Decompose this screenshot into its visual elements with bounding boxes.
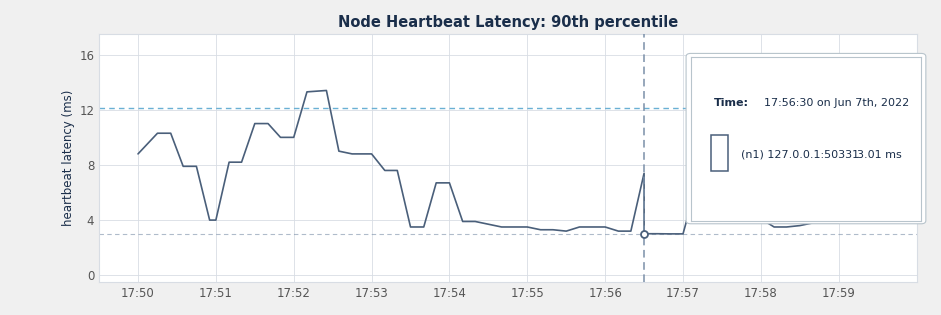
Title: Node Heartbeat Latency: 90th percentile: Node Heartbeat Latency: 90th percentile [338,15,678,30]
Text: 3.01 ms: 3.01 ms [856,150,901,160]
FancyBboxPatch shape [686,54,926,224]
Text: 17:56:30 on Jun 7th, 2022: 17:56:30 on Jun 7th, 2022 [764,98,910,107]
Text: Time:: Time: [713,98,749,107]
Text: (n1) 127.0.0.1:50331:: (n1) 127.0.0.1:50331: [742,150,863,160]
Bar [711,135,727,171]
Y-axis label: heartbeat latency (ms): heartbeat latency (ms) [62,90,75,226]
